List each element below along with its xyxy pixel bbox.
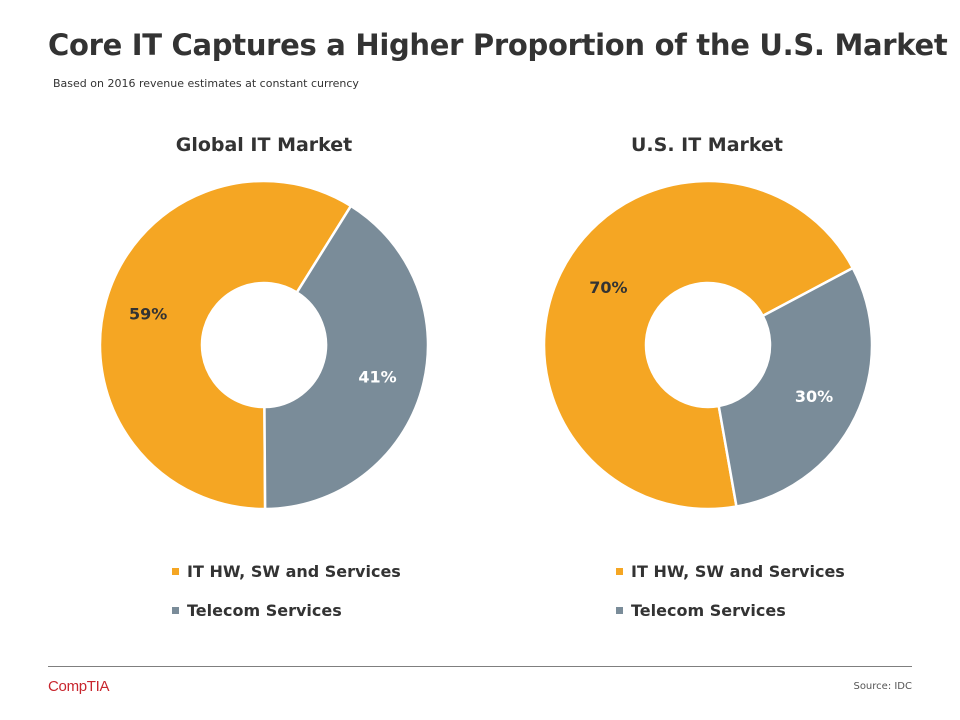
source-note: Source: IDC	[853, 681, 912, 692]
legend-label: Telecom Services	[631, 600, 786, 620]
data-label-telecom: 30%	[795, 387, 833, 406]
legend-swatch-it	[172, 567, 179, 575]
data-label-it: 70%	[589, 278, 627, 297]
legend-item-telecom: Telecom Services	[616, 599, 845, 621]
legend-us: IT HW, SW and Services Telecom Services	[616, 560, 845, 638]
legend-label: IT HW, SW and Services	[187, 561, 401, 581]
legend-label: Telecom Services	[187, 600, 342, 620]
legend-swatch-telecom	[172, 606, 179, 614]
legend-swatch-telecom	[616, 606, 623, 614]
chart-title-global: Global IT Market	[175, 134, 353, 156]
donut-chart-global: 59% 41%	[98, 179, 430, 511]
donut-slice-telecom	[717, 266, 874, 508]
legend-item-it: IT HW, SW and Services	[172, 560, 401, 582]
footer-divider	[48, 666, 912, 667]
legend-item-telecom: Telecom Services	[172, 599, 401, 621]
legend-item-it: IT HW, SW and Services	[616, 560, 845, 582]
donut-slice-it	[542, 179, 855, 511]
comptia-logo: CompTIA	[48, 678, 110, 695]
chart-title-us: U.S. IT Market	[631, 134, 783, 156]
donut-slice-it	[98, 179, 353, 511]
legend-label: IT HW, SW and Services	[631, 561, 845, 581]
data-label-it: 59%	[129, 304, 167, 323]
donut-chart-us: 70% 30%	[542, 179, 874, 511]
legend-global: IT HW, SW and Services Telecom Services	[172, 560, 401, 638]
legend-swatch-it	[616, 567, 623, 575]
page-title: Core IT Captures a Higher Proportion of …	[48, 28, 948, 62]
donut-slice-telecom	[263, 204, 430, 511]
data-label-telecom: 41%	[358, 368, 396, 387]
page-subtitle: Based on 2016 revenue estimates at const…	[53, 77, 359, 90]
